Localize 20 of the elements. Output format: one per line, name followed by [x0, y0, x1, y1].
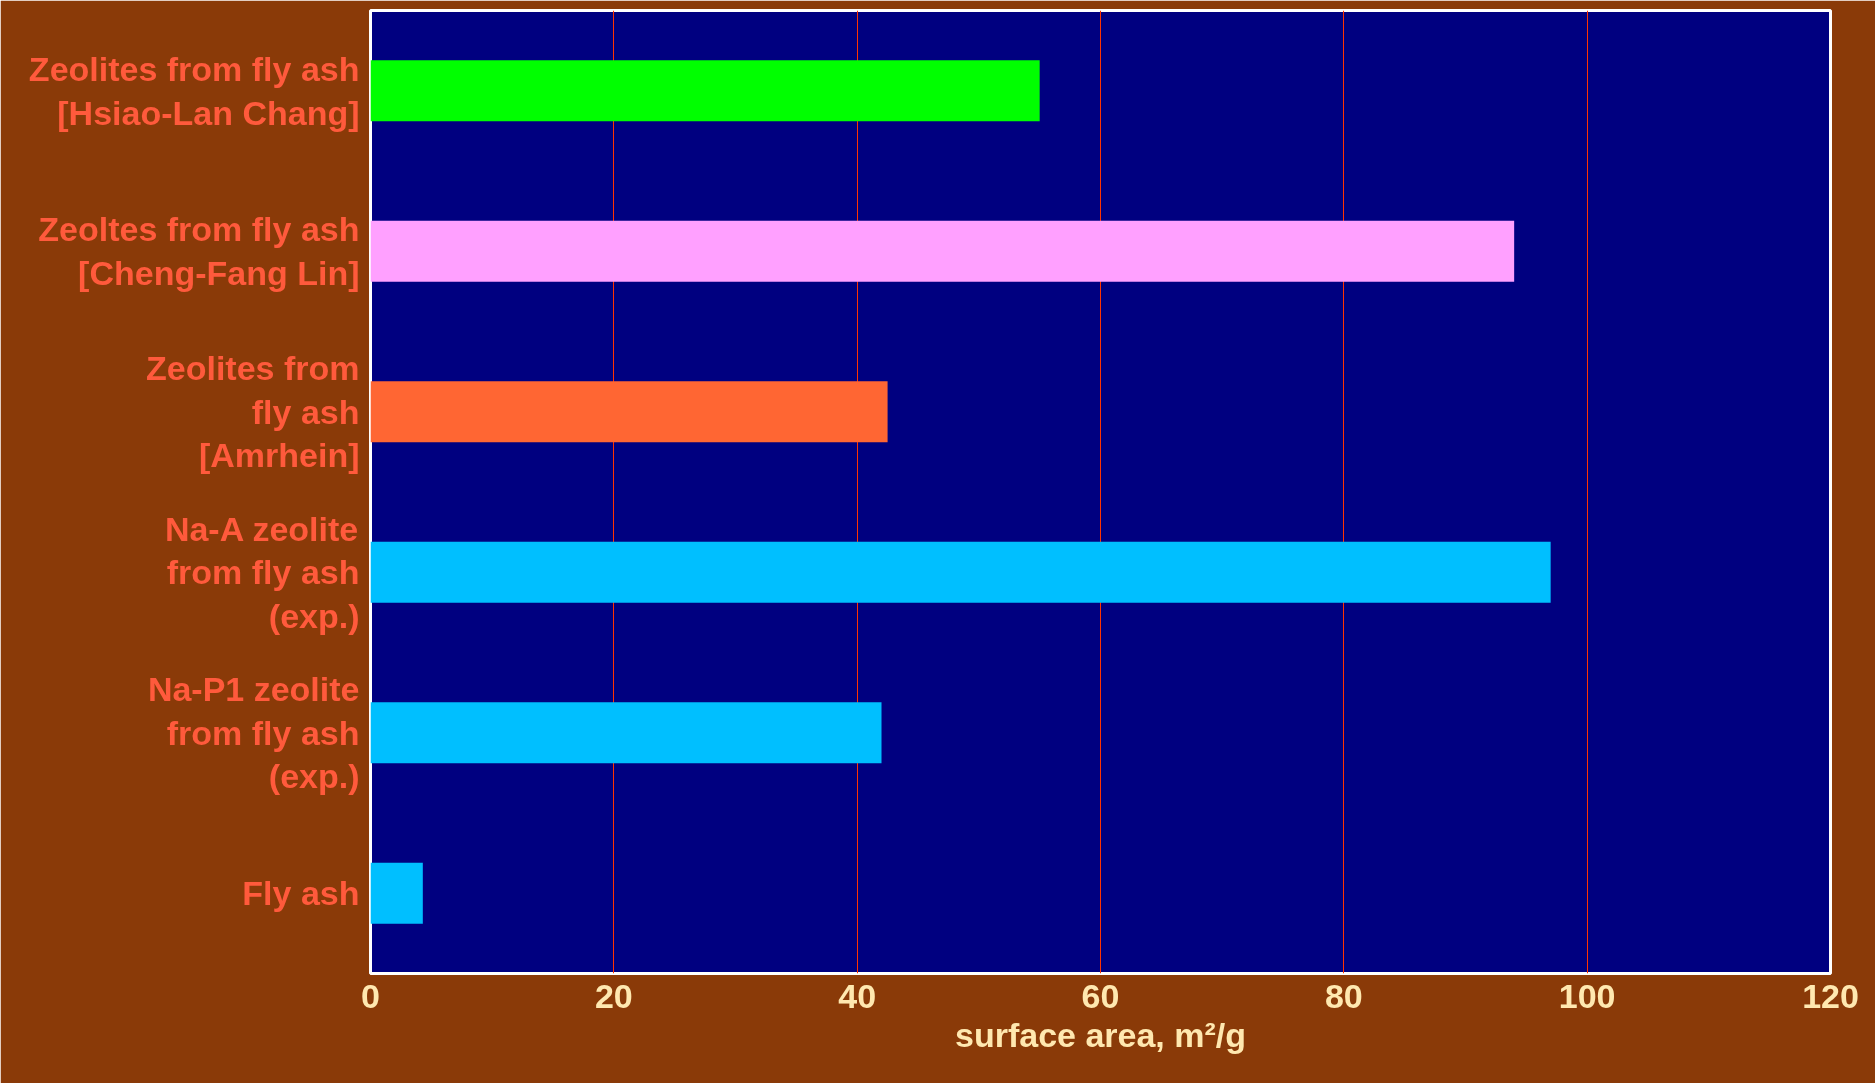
x-axis-title: surface area, m²/g [954, 1015, 1247, 1054]
y-tick-label: Na-A zeolite from fly ash (exp.) [164, 509, 360, 635]
y-tick-label: Fly ash [242, 874, 360, 913]
x-tick-label: 120 [1802, 976, 1859, 1015]
x-tick-label: 20 [594, 976, 633, 1015]
y-tick-label: Zeolites from fly ash [Amrhein] [146, 349, 360, 475]
x-tick-label: 100 [1558, 976, 1616, 1015]
bar [370, 220, 1515, 282]
bar [370, 381, 888, 443]
y-tick-label: Zeoltes from fly ash [Cheng-Fang Lin] [38, 210, 360, 293]
bar [370, 60, 1040, 122]
y-tick-label: Zeolites from fly ash [Hsiao-Lan Chang] [28, 49, 360, 132]
x-tick-label: 80 [1324, 976, 1363, 1015]
x-tick-label: 40 [838, 976, 877, 1015]
bar [370, 702, 882, 764]
x-tick-label: 60 [1081, 976, 1120, 1015]
y-tick-label: Na-P1 zeolite from fly ash (exp.) [147, 670, 360, 796]
x-tick-label: 0 [361, 976, 380, 1015]
bar [370, 541, 1551, 603]
bar [370, 862, 423, 924]
